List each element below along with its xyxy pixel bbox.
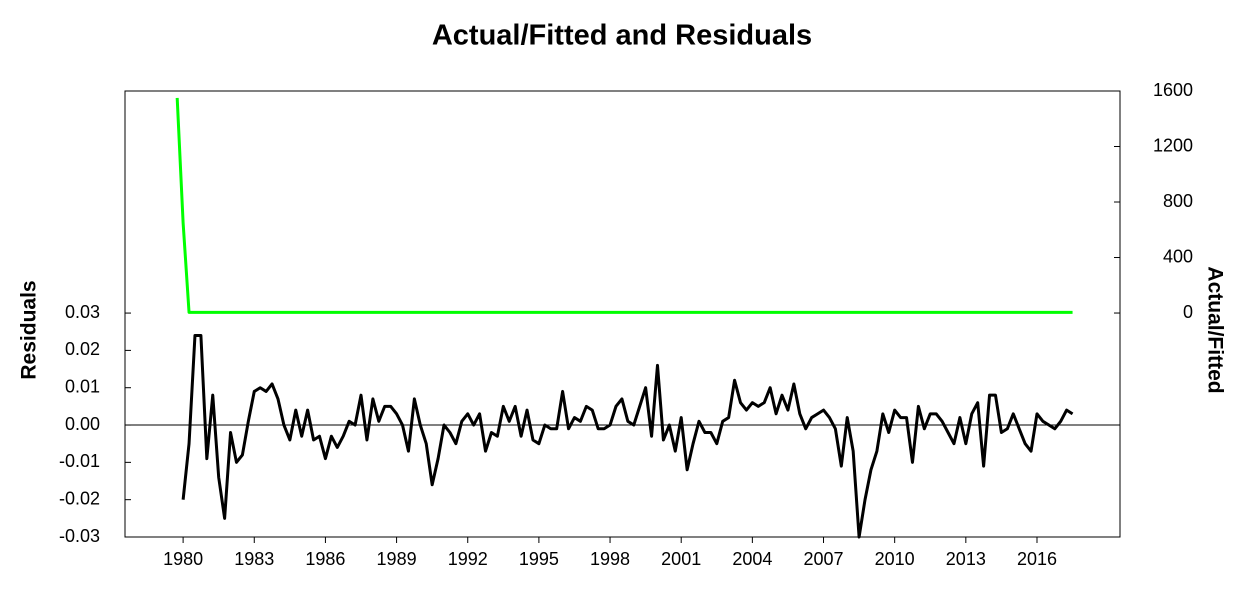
y2-tick-label: 400 — [1163, 246, 1193, 266]
plot-frame — [124, 90, 1121, 538]
y-tick-label: -0.01 — [59, 451, 100, 471]
series-line — [175, 97, 1073, 314]
x-tick-label: 1989 — [377, 549, 417, 569]
y2-tick-label: 1200 — [1153, 135, 1193, 155]
y-axis-label: Residuals — [18, 280, 41, 379]
y2-axis-label: Actual/Fitted — [1203, 266, 1226, 393]
x-tick-label: 1995 — [519, 549, 559, 569]
chart-title: Actual/Fitted and Residuals — [432, 20, 812, 52]
y-tick-label: -0.03 — [59, 526, 100, 546]
x-tick-label: 1983 — [234, 549, 274, 569]
x-tick-label: 1980 — [163, 549, 203, 569]
y-tick-label: -0.02 — [59, 488, 100, 508]
x-tick-label: 2001 — [661, 549, 701, 569]
x-tick-label: 2004 — [732, 549, 772, 569]
x-tick-label: 1986 — [305, 549, 345, 569]
x-tick-label: 2013 — [946, 549, 986, 569]
y-tick-label: 0.02 — [65, 339, 100, 359]
y2-tick-label: 0 — [1183, 302, 1193, 322]
x-tick-label: 1998 — [590, 549, 630, 569]
y-tick-label: 0.01 — [65, 376, 100, 396]
series-line — [181, 333, 1074, 539]
x-tick-label: 2016 — [1017, 549, 1057, 569]
y-tick-label: 0.00 — [65, 414, 100, 434]
x-tick-label: 2010 — [875, 549, 915, 569]
x-tick-label: 1992 — [448, 549, 488, 569]
y2-tick-label: 800 — [1163, 191, 1193, 211]
y-tick-label: 0.03 — [65, 302, 100, 322]
y2-tick-label: 1600 — [1153, 80, 1193, 100]
x-tick-label: 2007 — [803, 549, 843, 569]
